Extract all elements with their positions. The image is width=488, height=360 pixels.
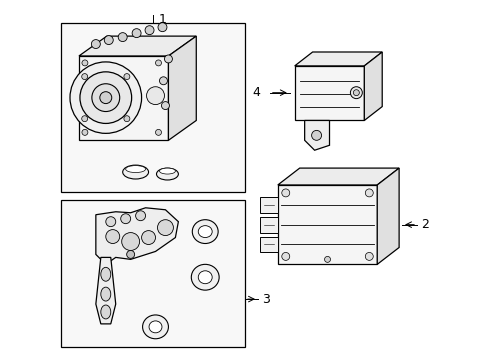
- Bar: [294, 66, 364, 121]
- Circle shape: [123, 73, 130, 80]
- Ellipse shape: [101, 267, 111, 281]
- Circle shape: [353, 90, 359, 96]
- Circle shape: [118, 33, 127, 41]
- Bar: [260, 197, 277, 213]
- Ellipse shape: [159, 168, 175, 174]
- Polygon shape: [304, 121, 329, 150]
- Ellipse shape: [156, 168, 178, 180]
- Circle shape: [82, 129, 88, 135]
- Circle shape: [80, 72, 131, 123]
- Circle shape: [123, 116, 130, 122]
- Circle shape: [159, 77, 167, 85]
- Bar: [260, 237, 277, 252]
- Ellipse shape: [101, 287, 111, 301]
- Circle shape: [350, 87, 362, 99]
- Ellipse shape: [142, 315, 168, 339]
- Circle shape: [105, 217, 116, 227]
- Circle shape: [164, 55, 172, 63]
- Circle shape: [70, 62, 142, 133]
- Polygon shape: [96, 257, 116, 324]
- Ellipse shape: [101, 305, 111, 319]
- Circle shape: [126, 251, 134, 258]
- Circle shape: [122, 233, 139, 251]
- Circle shape: [281, 189, 289, 197]
- Polygon shape: [376, 168, 398, 264]
- Bar: [61, 23, 244, 192]
- Polygon shape: [364, 52, 382, 121]
- Circle shape: [161, 102, 169, 109]
- Ellipse shape: [192, 220, 218, 243]
- Text: 2: 2: [420, 218, 428, 231]
- Circle shape: [142, 231, 155, 244]
- Circle shape: [81, 73, 87, 80]
- Ellipse shape: [191, 264, 219, 290]
- Polygon shape: [96, 208, 178, 264]
- Circle shape: [155, 60, 161, 66]
- Polygon shape: [168, 36, 196, 140]
- Circle shape: [157, 220, 173, 235]
- Circle shape: [82, 60, 88, 66]
- Polygon shape: [294, 52, 382, 66]
- Ellipse shape: [125, 166, 145, 172]
- Circle shape: [104, 36, 113, 45]
- Circle shape: [132, 29, 141, 37]
- Polygon shape: [277, 168, 398, 185]
- Circle shape: [281, 252, 289, 260]
- Circle shape: [158, 23, 166, 32]
- Ellipse shape: [198, 271, 212, 284]
- Circle shape: [81, 116, 87, 122]
- Circle shape: [365, 189, 372, 197]
- Text: 4: 4: [251, 86, 260, 99]
- Ellipse shape: [198, 226, 212, 238]
- Circle shape: [155, 129, 161, 135]
- Circle shape: [100, 92, 112, 104]
- Circle shape: [92, 84, 120, 112]
- Circle shape: [365, 252, 372, 260]
- Circle shape: [135, 211, 145, 221]
- Polygon shape: [79, 36, 196, 56]
- Circle shape: [121, 214, 130, 224]
- Bar: [61, 200, 244, 347]
- Bar: [260, 217, 277, 233]
- Bar: [277, 185, 376, 264]
- Circle shape: [91, 40, 100, 49]
- Text: 3: 3: [262, 293, 269, 306]
- Circle shape: [146, 87, 164, 105]
- Bar: [79, 56, 168, 140]
- Circle shape: [105, 230, 120, 243]
- Circle shape: [145, 26, 154, 35]
- Circle shape: [311, 130, 321, 140]
- Ellipse shape: [149, 321, 162, 333]
- Circle shape: [324, 256, 330, 262]
- Ellipse shape: [122, 165, 148, 179]
- Text: 1: 1: [158, 13, 166, 26]
